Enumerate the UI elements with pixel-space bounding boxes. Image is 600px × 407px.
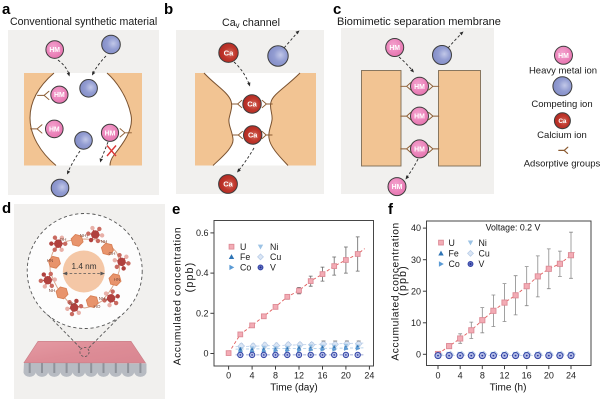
svg-text:HM: HM <box>558 53 569 60</box>
svg-text:HM: HM <box>105 130 116 137</box>
svg-text:Co: Co <box>449 259 460 269</box>
svg-text:0: 0 <box>435 371 440 381</box>
svg-text:HM: HM <box>414 114 425 121</box>
svg-text:10: 10 <box>411 318 421 328</box>
svg-text:HM: HM <box>49 47 60 54</box>
svg-text:4: 4 <box>458 371 463 381</box>
svg-text:16: 16 <box>317 371 327 381</box>
svg-text:20: 20 <box>411 286 421 296</box>
svg-text:0: 0 <box>203 349 208 359</box>
svg-text:NH: NH <box>49 288 56 293</box>
svg-text:HM: HM <box>392 184 403 191</box>
svg-text:Ni: Ni <box>479 238 487 248</box>
svg-text:Ca: Ca <box>224 48 234 57</box>
svg-text:HM: HM <box>389 45 400 52</box>
svg-text:Accumulated concentration: Accumulated concentration <box>172 227 183 365</box>
svg-text:c: c <box>333 1 341 18</box>
svg-text:Cu: Cu <box>270 252 281 262</box>
svg-text:24: 24 <box>364 371 374 381</box>
svg-text:Biomimetic separation membrane: Biomimetic separation membrane <box>337 16 501 28</box>
svg-text:24: 24 <box>566 371 576 381</box>
svg-text:8: 8 <box>273 371 278 381</box>
svg-text:U: U <box>449 238 455 248</box>
svg-text:HM: HM <box>414 84 425 91</box>
svg-text:f: f <box>388 201 394 218</box>
svg-text:HM: HM <box>414 146 425 153</box>
svg-text:Ni: Ni <box>270 242 278 252</box>
svg-text:20: 20 <box>341 371 351 381</box>
svg-text:Accumulated concentration: Accumulated concentration <box>391 222 402 360</box>
svg-text:Fe: Fe <box>449 249 459 259</box>
svg-text:b: b <box>164 1 173 18</box>
svg-text:Competing ion: Competing ion <box>531 99 592 110</box>
svg-text:0.2: 0.2 <box>196 308 209 318</box>
svg-text:NH: NH <box>101 239 108 244</box>
svg-text:30: 30 <box>411 255 421 265</box>
svg-text:Voltage: 0.2 V: Voltage: 0.2 V <box>486 223 541 233</box>
svg-text:Time (day): Time (day) <box>270 383 317 394</box>
svg-text:12: 12 <box>294 371 304 381</box>
svg-text:Ca: Ca <box>558 118 567 125</box>
svg-text:Cav channel: Cav channel <box>222 17 280 30</box>
svg-text:Ca: Ca <box>223 180 233 189</box>
svg-text:V: V <box>270 263 276 273</box>
svg-text:HM: HM <box>54 92 65 99</box>
svg-text:OH: OH <box>69 301 76 306</box>
svg-text:Ca: Ca <box>247 100 257 109</box>
svg-text:0: 0 <box>416 349 421 359</box>
svg-text:Cu: Cu <box>479 249 490 259</box>
svg-text:0: 0 <box>226 371 231 381</box>
svg-text:OH: OH <box>60 237 67 242</box>
svg-text:0.4: 0.4 <box>196 268 209 278</box>
svg-text:HM: HM <box>49 126 60 133</box>
svg-text:e: e <box>172 201 180 218</box>
svg-text:NH2: NH2 <box>80 233 89 239</box>
svg-text:(ppb): (ppb) <box>184 262 196 293</box>
svg-text:Ca: Ca <box>248 131 258 140</box>
svg-text:12: 12 <box>499 371 509 381</box>
svg-text:d: d <box>2 200 11 217</box>
svg-text:Calcium ion: Calcium ion <box>537 130 587 141</box>
svg-text:HO: HO <box>94 304 101 309</box>
svg-text:16: 16 <box>522 371 532 381</box>
svg-text:20: 20 <box>544 371 554 381</box>
svg-text:U: U <box>240 242 246 252</box>
svg-text:OH: OH <box>109 251 116 256</box>
svg-text:40: 40 <box>411 223 421 233</box>
svg-text:8: 8 <box>480 371 485 381</box>
svg-text:0.6: 0.6 <box>196 228 209 238</box>
svg-text:(ppb): (ppb) <box>397 265 409 296</box>
svg-text:1.4 nm: 1.4 nm <box>71 262 96 271</box>
svg-text:HN: HN <box>114 277 121 282</box>
svg-text:a: a <box>2 1 11 18</box>
svg-text:Co: Co <box>240 263 251 273</box>
svg-text:4: 4 <box>250 371 255 381</box>
svg-text:NH2: NH2 <box>99 296 108 302</box>
svg-text:Fe: Fe <box>240 252 250 262</box>
svg-text:Adsorptive groups: Adsorptive groups <box>524 159 600 170</box>
svg-text:Heavy metal ion: Heavy metal ion <box>529 66 597 77</box>
svg-text:HN: HN <box>47 258 54 263</box>
svg-text:Time (h): Time (h) <box>490 383 527 394</box>
svg-text:V: V <box>479 259 485 269</box>
svg-text:Conventional synthetic materia: Conventional synthetic material <box>10 16 157 28</box>
